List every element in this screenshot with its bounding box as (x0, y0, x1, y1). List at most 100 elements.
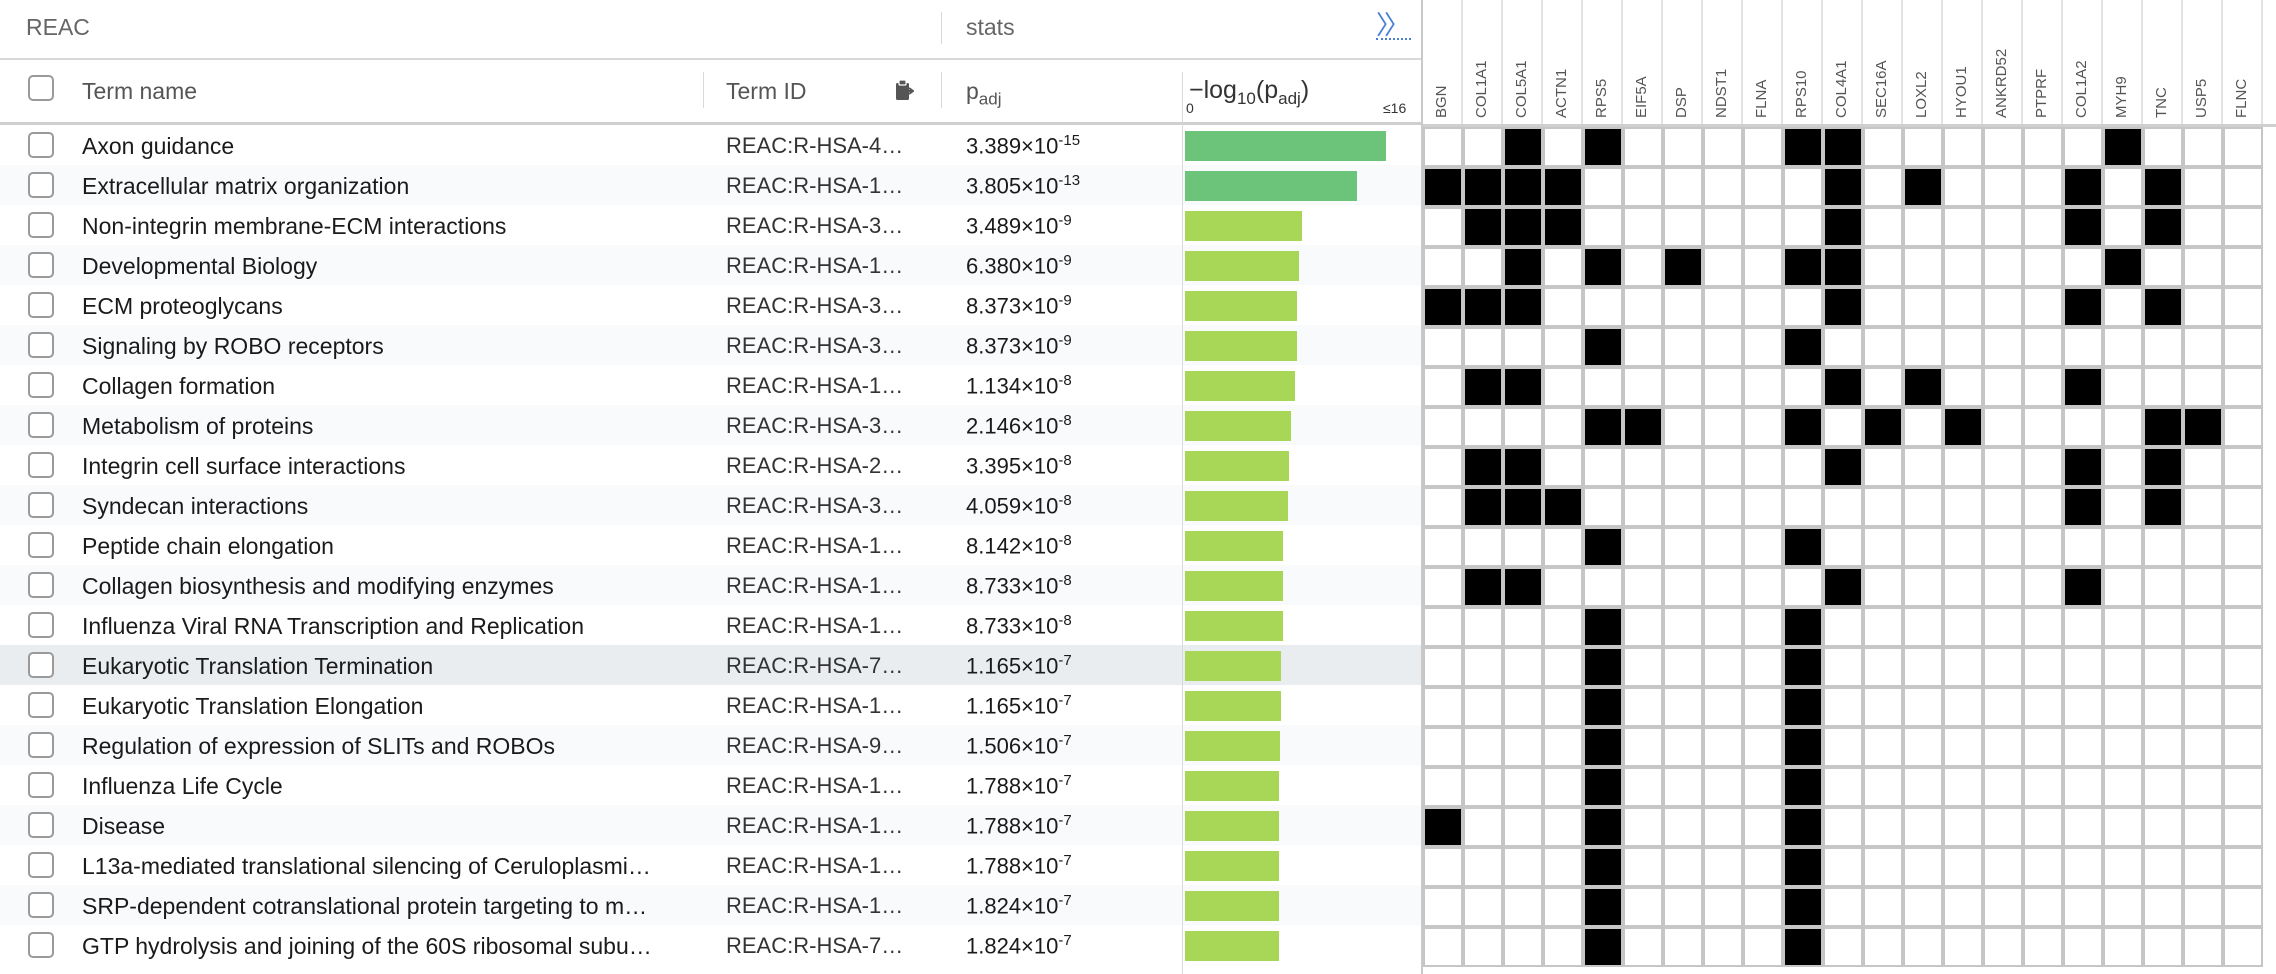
term-name[interactable]: Extracellular matrix organization (82, 173, 410, 199)
term-name[interactable]: Metabolism of proteins (82, 413, 314, 439)
term-name[interactable]: Regulation of expression of SLITs and RO… (82, 733, 556, 759)
row-checkbox[interactable] (28, 612, 54, 638)
row-checkbox[interactable] (28, 132, 54, 158)
term-id[interactable]: REAC:R-HSA-1… (726, 173, 904, 198)
term-id-header[interactable]: Term ID (726, 78, 807, 104)
row-checkbox[interactable] (28, 692, 54, 718)
term-name[interactable]: Signaling by ROBO receptors (82, 333, 384, 359)
row-checkbox[interactable] (28, 932, 54, 958)
table-row[interactable]: Syndecan interactions REAC:R-HSA-3… 4.059×… (0, 485, 1421, 525)
gene-label[interactable]: DSP (1673, 87, 1690, 118)
gene-label[interactable]: BGN (1433, 85, 1450, 118)
row-checkbox[interactable] (28, 452, 54, 478)
term-id[interactable]: REAC:R-HSA-1… (726, 693, 904, 718)
row-checkbox[interactable] (28, 652, 54, 678)
term-id[interactable]: REAC:R-HSA-3… (726, 213, 904, 238)
term-id[interactable]: REAC:R-HSA-1… (726, 373, 904, 398)
gene-label[interactable]: COL4A1 (1833, 60, 1850, 118)
gene-label[interactable]: ACTN1 (1553, 68, 1570, 118)
term-id[interactable]: REAC:R-HSA-3… (726, 293, 904, 318)
term-id[interactable]: REAC:R-HSA-1… (726, 893, 904, 918)
term-id[interactable]: REAC:R-HSA-9… (726, 733, 904, 758)
table-row[interactable]: Extracellular matrix organization REAC:R-… (0, 165, 1421, 205)
table-row[interactable]: GTP hydrolysis and joining of the 60S ri… (0, 925, 1421, 965)
term-id[interactable]: REAC:R-HSA-1… (726, 853, 904, 878)
term-id[interactable]: REAC:R-HSA-1… (726, 773, 904, 798)
term-name[interactable]: GTP hydrolysis and joining of the 60S ri… (82, 933, 652, 959)
table-row[interactable]: L13a-mediated translational silencing of… (0, 845, 1421, 885)
table-row[interactable]: Developmental Biology REAC:R-HSA-1… 6.380×… (0, 245, 1421, 285)
table-row[interactable]: Influenza Life Cycle REAC:R-HSA-1… 1.788×1… (0, 765, 1421, 805)
term-name[interactable]: SRP-dependent cotranslational protein ta… (82, 893, 648, 919)
table-row[interactable]: SRP-dependent cotranslational protein ta… (0, 885, 1421, 925)
term-name[interactable]: Influenza Life Cycle (82, 773, 283, 799)
term-name[interactable]: Axon guidance (82, 133, 235, 159)
term-id[interactable]: REAC:R-HSA-1… (726, 533, 904, 558)
row-checkbox[interactable] (28, 732, 54, 758)
gene-label[interactable]: RPS5 (1593, 78, 1610, 118)
gene-label[interactable]: COL1A1 (1473, 60, 1490, 118)
term-id[interactable]: REAC:R-HSA-3… (726, 413, 904, 438)
table-row[interactable]: Influenza Viral RNA Transcription and Re… (0, 605, 1421, 645)
term-id[interactable]: REAC:R-HSA-1… (726, 253, 904, 278)
gene-label[interactable]: NDST1 (1713, 68, 1730, 118)
row-checkbox[interactable] (28, 412, 54, 438)
term-name[interactable]: Integrin cell surface interactions (82, 453, 406, 479)
table-row[interactable]: Collagen formation REAC:R-HSA-1… 1.134×10-… (0, 365, 1421, 405)
term-name[interactable]: Collagen formation (82, 373, 276, 399)
term-id[interactable]: REAC:R-HSA-7… (726, 933, 904, 958)
row-checkbox[interactable] (28, 292, 54, 318)
row-checkbox[interactable] (28, 772, 54, 798)
gene-label[interactable]: TNC (2153, 87, 2170, 118)
term-name[interactable]: L13a-mediated translational silencing of… (82, 853, 651, 879)
row-checkbox[interactable] (28, 532, 54, 558)
row-checkbox[interactable] (28, 572, 54, 598)
term-name[interactable]: Syndecan interactions (82, 493, 309, 519)
term-name[interactable]: Influenza Viral RNA Transcription and Re… (82, 613, 585, 639)
gene-label[interactable]: PTPRF (2033, 68, 2050, 118)
gene-label[interactable]: ANKRD52 (1993, 48, 2010, 118)
gene-label[interactable]: LOXL2 (1913, 71, 1930, 118)
padj-header[interactable]: padj (966, 78, 1002, 109)
expand-genes-icon[interactable]: 〉〉 (1376, 12, 1412, 40)
gene-label[interactable]: HYOU1 (1953, 66, 1970, 118)
table-row[interactable]: Axon guidance REAC:R-HSA-4… 3.389×10-15 (0, 125, 1421, 165)
gene-label[interactable]: MYH9 (2113, 76, 2130, 118)
table-row[interactable]: Metabolism of proteins REAC:R-HSA-3… 2.146… (0, 405, 1421, 445)
row-checkbox[interactable] (28, 372, 54, 398)
table-row[interactable]: Eukaryotic Translation Elongation REAC:R-… (0, 685, 1421, 725)
term-id[interactable]: REAC:R-HSA-1… (726, 813, 904, 838)
term-name[interactable]: ECM proteoglycans (82, 293, 283, 319)
gene-label[interactable]: EIF5A (1633, 76, 1650, 118)
term-name[interactable]: Developmental Biology (82, 253, 318, 279)
gene-label[interactable]: SEC16A (1873, 60, 1890, 118)
copy-clipboard-icon[interactable] (894, 78, 914, 102)
term-name-header[interactable]: Term name (82, 78, 198, 104)
term-name[interactable]: Eukaryotic Translation Elongation (82, 693, 424, 719)
row-checkbox[interactable] (28, 812, 54, 838)
term-id[interactable]: REAC:R-HSA-1… (726, 613, 904, 638)
term-id[interactable]: REAC:R-HSA-3… (726, 493, 904, 518)
gene-label[interactable]: COL1A2 (2073, 60, 2090, 118)
select-all-checkbox[interactable] (28, 75, 54, 101)
term-id[interactable]: REAC:R-HSA-1… (726, 573, 904, 598)
table-row[interactable]: Eukaryotic Translation Termination REAC:R… (0, 645, 1421, 685)
gene-label[interactable]: FLNA (1753, 79, 1770, 118)
row-checkbox[interactable] (28, 492, 54, 518)
term-name[interactable]: Eukaryotic Translation Termination (82, 653, 434, 679)
gene-label[interactable]: RPS10 (1793, 70, 1810, 118)
table-row[interactable]: Disease REAC:R-HSA-1… 1.788×10-7 (0, 805, 1421, 845)
table-row[interactable]: Integrin cell surface interactions REAC:R… (0, 445, 1421, 485)
term-name[interactable]: Collagen biosynthesis and modifying enzy… (82, 573, 554, 599)
row-checkbox[interactable] (28, 852, 54, 878)
gene-label[interactable]: COL5A1 (1513, 60, 1530, 118)
table-row[interactable]: Collagen biosynthesis and modifying enzy… (0, 565, 1421, 605)
row-checkbox[interactable] (28, 212, 54, 238)
row-checkbox[interactable] (28, 252, 54, 278)
row-checkbox[interactable] (28, 172, 54, 198)
table-row[interactable]: Non-integrin membrane-ECM interactions RE… (0, 205, 1421, 245)
table-row[interactable]: ECM proteoglycans REAC:R-HSA-3… 8.373×10-9 (0, 285, 1421, 325)
term-id[interactable]: REAC:R-HSA-7… (726, 653, 904, 678)
gene-label[interactable]: FLNC (2233, 78, 2250, 118)
table-row[interactable]: Signaling by ROBO receptors REAC:R-HSA-3…… (0, 325, 1421, 365)
